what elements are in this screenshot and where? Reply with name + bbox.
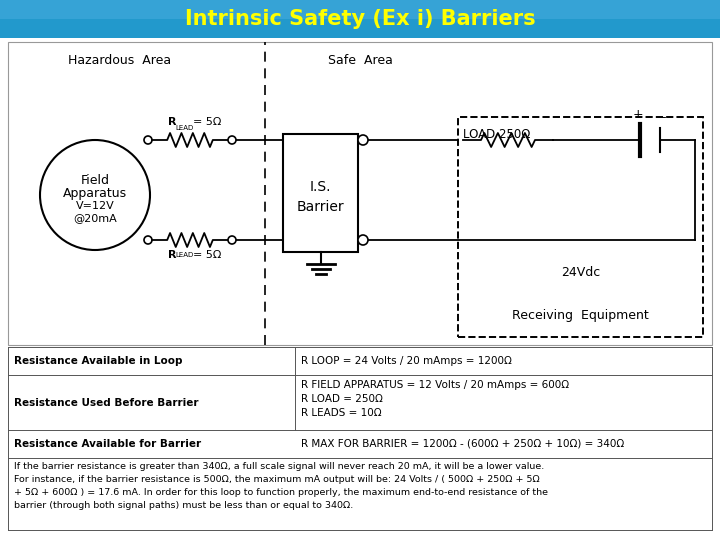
- Text: If the barrier resistance is greater than 340Ω, a full scale signal will never r: If the barrier resistance is greater tha…: [14, 462, 548, 510]
- Text: R LOOP = 24 Volts / 20 mAmps = 1200Ω: R LOOP = 24 Volts / 20 mAmps = 1200Ω: [301, 356, 512, 366]
- Text: LEAD: LEAD: [175, 125, 193, 131]
- Bar: [8, 347, 712, 375]
- Text: 24Vdc: 24Vdc: [561, 266, 600, 279]
- Text: V=12V: V=12V: [76, 201, 114, 211]
- Text: Intrinsic Safety (Ex i) Barriers: Intrinsic Safety (Ex i) Barriers: [185, 9, 535, 29]
- Circle shape: [358, 135, 368, 145]
- Text: LOAD 250Ω: LOAD 250Ω: [463, 129, 531, 141]
- Circle shape: [228, 136, 236, 144]
- Bar: [458, 117, 703, 337]
- Text: LEAD: LEAD: [175, 252, 193, 258]
- Text: Resistance Available in Loop: Resistance Available in Loop: [14, 356, 182, 366]
- Bar: [8, 458, 712, 530]
- Bar: [8, 42, 712, 345]
- Bar: [0, 0, 720, 19]
- Text: Hazardous  Area: Hazardous Area: [68, 53, 171, 66]
- Circle shape: [358, 235, 368, 245]
- Text: Safe  Area: Safe Area: [328, 53, 392, 66]
- Bar: [8, 375, 712, 430]
- Circle shape: [228, 236, 236, 244]
- Text: +: +: [633, 108, 643, 121]
- Bar: [0, 0, 720, 38]
- Circle shape: [144, 136, 152, 144]
- Text: -: -: [662, 111, 666, 124]
- Text: Receiving  Equipment: Receiving Equipment: [512, 308, 649, 321]
- Bar: [8, 430, 712, 458]
- Text: R: R: [168, 250, 176, 260]
- Text: Barrier: Barrier: [297, 200, 344, 214]
- Text: R LOAD = 250Ω: R LOAD = 250Ω: [301, 394, 383, 404]
- Bar: [283, 134, 358, 252]
- Text: I.S.: I.S.: [310, 180, 331, 194]
- Text: @20mA: @20mA: [73, 213, 117, 223]
- Text: Apparatus: Apparatus: [63, 186, 127, 199]
- Text: R LEADS = 10Ω: R LEADS = 10Ω: [301, 408, 382, 418]
- Text: Field: Field: [81, 174, 109, 187]
- Text: Resistance Available for Barrier: Resistance Available for Barrier: [14, 439, 201, 449]
- Circle shape: [144, 236, 152, 244]
- Text: Resistance Used Before Barrier: Resistance Used Before Barrier: [14, 397, 199, 408]
- Text: = 5Ω: = 5Ω: [193, 117, 221, 127]
- Text: R FIELD APPARATUS = 12 Volts / 20 mAmps = 600Ω: R FIELD APPARATUS = 12 Volts / 20 mAmps …: [301, 380, 569, 390]
- Text: R: R: [168, 117, 176, 127]
- Text: = 5Ω: = 5Ω: [193, 250, 221, 260]
- Text: R MAX FOR BARRIER = 1200Ω - (600Ω + 250Ω + 10Ω) = 340Ω: R MAX FOR BARRIER = 1200Ω - (600Ω + 250Ω…: [301, 439, 624, 449]
